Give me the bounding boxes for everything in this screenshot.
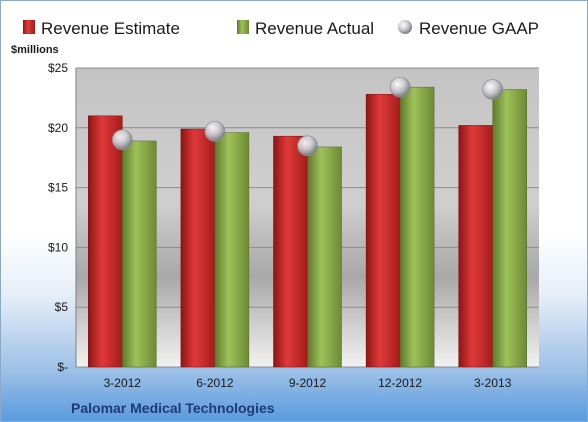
bar-revenue-actual <box>214 132 250 368</box>
bar-revenue-actual <box>122 140 157 368</box>
legend: Revenue Estimate Revenue Actual Revenue … <box>23 19 539 38</box>
y-tick-label: $15 <box>48 181 68 195</box>
legend-swatch-gaap <box>398 20 412 34</box>
bar-revenue-actual <box>307 146 342 368</box>
x-tick-label: 3-2012 <box>104 376 142 390</box>
bar-revenue-actual <box>492 89 527 368</box>
legend-item: Revenue Actual <box>237 19 374 38</box>
y-axis-tick-labels: $- $5 $10 $15 $20 $25 <box>48 61 68 374</box>
gaap-markers <box>111 76 504 157</box>
legend-item: Revenue GAAP <box>398 19 539 38</box>
bar-revenue-estimate <box>88 115 123 368</box>
marker-revenue-gaap <box>204 120 226 142</box>
marker-revenue-gaap <box>297 135 318 157</box>
unit-label: $millions <box>11 44 59 56</box>
marker-revenue-gaap <box>389 76 411 98</box>
bar-revenue-actual <box>399 86 435 368</box>
bar-revenue-estimate <box>365 94 401 368</box>
x-axis-tick-labels: 3-2012 6-2012 9-2012 12-2012 3-2013 <box>104 376 512 390</box>
x-tick-label: 6-2012 <box>196 376 234 390</box>
y-tick-label: $- <box>57 360 68 374</box>
bar-revenue-estimate <box>273 135 308 368</box>
marker-revenue-gaap <box>482 79 504 100</box>
legend-swatch-actual <box>237 20 249 34</box>
legend-swatch-estimate <box>23 20 35 34</box>
x-tick-label: 12-2012 <box>378 376 422 390</box>
bar-revenue-estimate <box>458 125 493 368</box>
company-name: Palomar Medical Technologies <box>71 400 275 416</box>
legend-label: Revenue Estimate <box>41 19 180 38</box>
bar-revenue-estimate <box>180 128 216 368</box>
y-tick-label: $25 <box>48 61 68 75</box>
bars <box>88 86 527 368</box>
legend-label: Revenue Actual <box>255 19 374 38</box>
x-tick-label: 3-2013 <box>474 376 512 390</box>
y-tick-label: $20 <box>48 121 68 135</box>
y-tick-label: $10 <box>48 240 68 254</box>
marker-revenue-gaap <box>111 129 133 151</box>
legend-item: Revenue Estimate <box>23 19 180 38</box>
legend-label: Revenue GAAP <box>419 19 539 38</box>
x-tick-label: 9-2012 <box>289 376 327 390</box>
y-tick-label: $5 <box>55 300 69 314</box>
